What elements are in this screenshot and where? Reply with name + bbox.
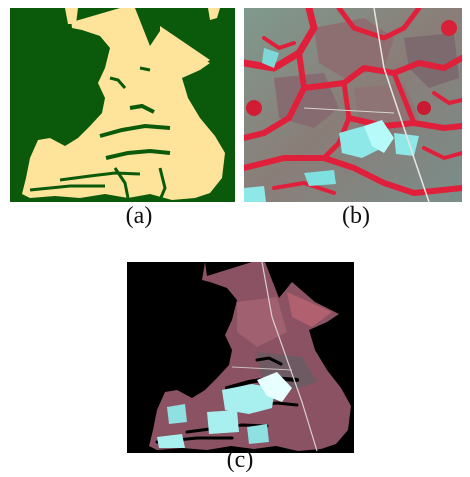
caption-c: (c) [226, 447, 254, 473]
panel-c-masked-image [127, 262, 354, 453]
caption-a: (a) [125, 203, 153, 229]
panel-b-satellite-image [244, 8, 462, 202]
caption-b: (b) [342, 203, 370, 229]
panel-a-mask-image [10, 8, 235, 202]
